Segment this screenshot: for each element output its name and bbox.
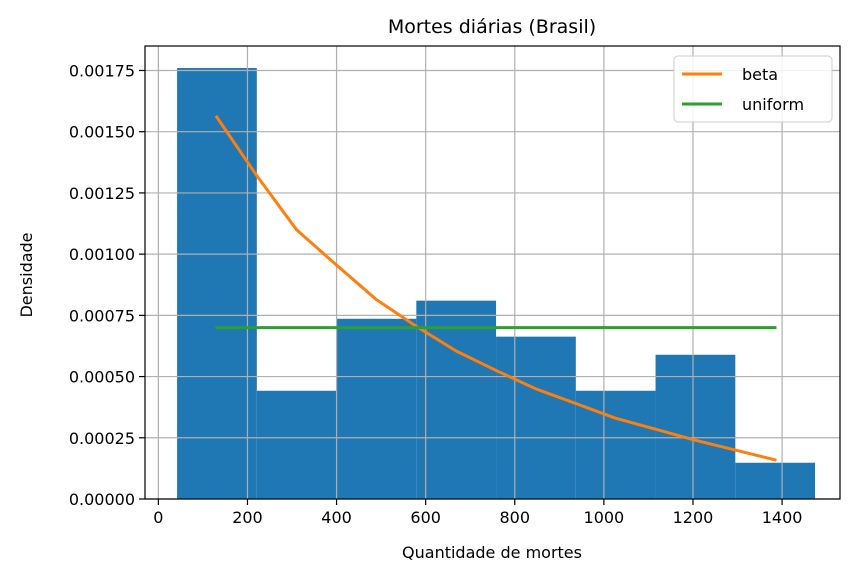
- y-tick-label-6: 0.00150: [69, 123, 135, 142]
- x-tick-label-3: 600: [410, 508, 441, 527]
- legend-label-uniform: uniform: [742, 95, 804, 114]
- y-tick-label-7: 0.00175: [69, 61, 135, 80]
- y-tick-label-1: 0.00025: [69, 429, 135, 448]
- x-tick-label-1: 200: [232, 508, 263, 527]
- plot-frame: [144, 45, 841, 500]
- x-axis-title: Quantidade de mortes: [402, 543, 582, 562]
- legend-label-beta: beta: [742, 65, 778, 84]
- x-tick-label-0: 0: [153, 508, 163, 527]
- histogram-bar-2: [336, 318, 417, 499]
- y-tick-label-0: 0.00000: [69, 490, 135, 509]
- x-tick-label-4: 800: [500, 508, 531, 527]
- y-tick-label-4: 0.00100: [69, 245, 135, 264]
- legend: beta uniform: [673, 55, 833, 123]
- histogram-bars: [177, 68, 816, 499]
- x-tick-label-5: 1000: [584, 508, 625, 527]
- chart-title: Mortes diárias (Brasil): [388, 16, 596, 38]
- histogram-bar-3: [416, 300, 497, 499]
- y-tick-label-3: 0.00075: [69, 306, 135, 325]
- y-tick-label-5: 0.00125: [69, 184, 135, 203]
- y-axis-ticks: 0.00000 0.00025 0.00050 0.00075 0.00100 0.001…: [69, 61, 145, 509]
- series-line-beta: [214, 114, 777, 462]
- x-tick-label-2: 400: [321, 508, 352, 527]
- y-tick-label-2: 0.00050: [69, 368, 135, 387]
- fit-lines: [214, 114, 777, 462]
- x-tick-label-7: 1400: [762, 508, 803, 527]
- histogram-bar-4: [496, 336, 576, 499]
- histogram-bar-7: [735, 462, 816, 499]
- histogram-bar-6: [655, 354, 736, 499]
- histogram-bar-1: [256, 390, 337, 499]
- histogram-bar-0: [177, 68, 257, 499]
- y-axis-title: Densidade: [17, 232, 36, 317]
- x-tick-label-6: 1200: [673, 508, 714, 527]
- x-axis-ticks: 0 200 400 600 800 1000 1200 1400: [153, 499, 802, 527]
